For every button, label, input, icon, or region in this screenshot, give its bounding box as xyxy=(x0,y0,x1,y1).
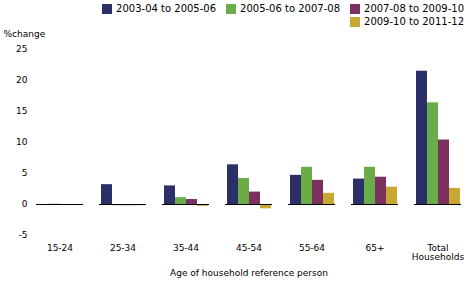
svg-text:TotalHouseholds: TotalHouseholds xyxy=(412,243,465,262)
svg-text:0: 0 xyxy=(22,199,28,209)
svg-text:65+: 65+ xyxy=(366,243,385,253)
svg-text:15-24: 15-24 xyxy=(47,243,73,253)
html-text:2003-04 to 2005-06: 2003-04 to 2005-06 xyxy=(116,3,217,14)
svg-text:Age of household reference per: Age of household reference person xyxy=(170,268,328,278)
html-text:2005-06 to 2007-08: 2005-06 to 2007-08 xyxy=(240,3,340,14)
svg-text:45-54: 45-54 xyxy=(236,243,262,253)
html-text:2009-10 to 2011-12: 2009-10 to 2011-12 xyxy=(364,16,464,27)
svg-text:35-44: 35-44 xyxy=(173,243,199,253)
svg-text:15: 15 xyxy=(16,106,27,116)
svg-text:%change: %change xyxy=(4,29,46,39)
svg-text:5: 5 xyxy=(22,168,28,178)
html-text:2007-08 to 2009-10: 2007-08 to 2009-10 xyxy=(364,3,464,14)
svg-text:10: 10 xyxy=(16,137,28,147)
svg-text:-5: -5 xyxy=(19,230,28,240)
svg-text:55-64: 55-64 xyxy=(299,243,325,253)
svg-text:25-34: 25-34 xyxy=(110,243,136,253)
svg-text:25: 25 xyxy=(16,44,27,54)
svg-text:20: 20 xyxy=(16,75,28,85)
